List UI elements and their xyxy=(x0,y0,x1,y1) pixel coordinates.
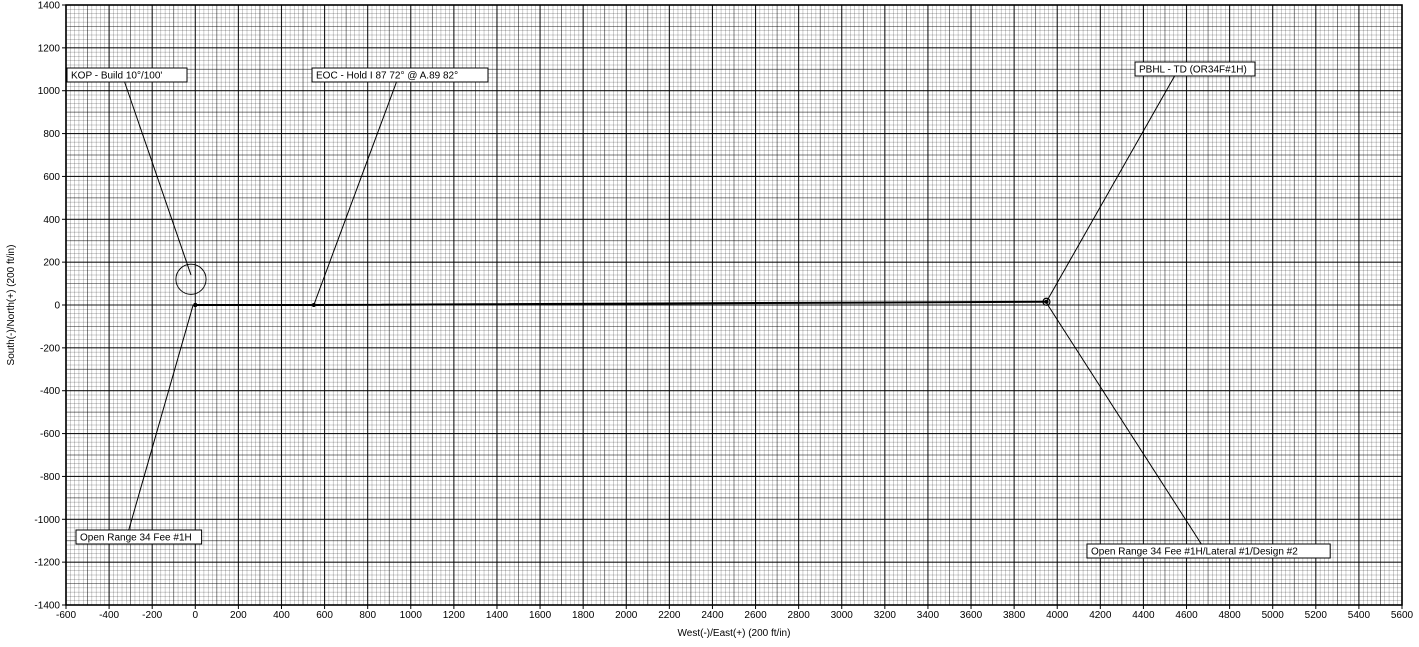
y-tick-label: -1400 xyxy=(34,601,60,612)
y-tick-label: -800 xyxy=(40,472,60,483)
annotations: KOP - Build 10°/100' EOC - Hold I 87 72° … xyxy=(66,61,1331,559)
annotation-leader xyxy=(128,304,194,531)
x-tick-label: 4800 xyxy=(1218,610,1241,621)
x-tick-label: 5000 xyxy=(1262,610,1285,621)
annotation-label: Open Range 34 Fee #1H xyxy=(80,533,192,544)
y-tick-label: -1200 xyxy=(34,558,60,569)
x-tick-label: 2000 xyxy=(615,610,638,621)
x-tick-label: 1800 xyxy=(572,610,595,621)
x-tick-label: 3600 xyxy=(960,610,983,621)
well-path-point xyxy=(193,303,198,307)
y-axis-title: South(-)/North(+) (200 ft/in) xyxy=(6,245,17,366)
x-tick-label: -400 xyxy=(99,610,119,621)
x-tick-label: 2200 xyxy=(658,610,681,621)
annotation-label: Open Range 34 Fee #1H/Lateral #1/Design … xyxy=(1091,547,1298,558)
x-tick-label: 800 xyxy=(359,610,376,621)
x-tick-label: 1000 xyxy=(400,610,423,621)
x-tick-label: 4600 xyxy=(1175,610,1198,621)
annotation-leader xyxy=(313,81,397,306)
y-tick-label: -600 xyxy=(40,429,60,440)
x-tick-label: 4200 xyxy=(1089,610,1112,621)
y-tick-label: 800 xyxy=(43,129,60,140)
x-tick-label: 2600 xyxy=(744,610,767,621)
x-tick-label: 1600 xyxy=(529,610,552,621)
x-tick-label: 600 xyxy=(316,610,333,621)
x-tick-label: -200 xyxy=(142,610,162,621)
annotation-box xyxy=(1086,543,1331,559)
y-tick-label: 1200 xyxy=(38,43,61,54)
x-tick-label: 5200 xyxy=(1305,610,1328,621)
y-tick-label: 1000 xyxy=(38,86,61,97)
y-tick-label: 200 xyxy=(43,258,60,269)
y-tick-label: 400 xyxy=(43,215,60,226)
annotation-label: KOP - Build 10°/100' xyxy=(71,71,162,82)
annotation-box xyxy=(66,67,188,83)
annotation-box xyxy=(75,529,203,545)
y-tick-label: -200 xyxy=(40,343,60,354)
annotation-label: PBHL - TD (OR34F#1H) xyxy=(1139,65,1247,76)
annotation-box xyxy=(311,67,489,83)
x-tick-label: 0 xyxy=(193,610,199,621)
x-tick-label: 5600 xyxy=(1391,610,1414,621)
target-circle xyxy=(175,263,207,295)
x-tick-label: 2400 xyxy=(701,610,724,621)
x-axis-title: West(-)/East(+) (200 ft/in) xyxy=(678,628,791,639)
x-tick-label: -600 xyxy=(56,610,76,621)
annotation-leader xyxy=(1046,75,1176,303)
x-tick-label: 4000 xyxy=(1046,610,1069,621)
x-tick-label: 200 xyxy=(230,610,247,621)
y-tick-label: 0 xyxy=(54,301,60,312)
y-tick-label: 600 xyxy=(43,172,60,183)
x-tick-label: 3400 xyxy=(917,610,940,621)
annotation-leader xyxy=(1046,302,1202,545)
axes: -600 -400 -200 0 200 400 600 800 1000 1200 1400 160… xyxy=(34,1,1413,622)
pbhl-marker xyxy=(1042,297,1051,306)
x-tick-label: 3200 xyxy=(874,610,897,621)
x-tick-label: 400 xyxy=(273,610,290,621)
annotation-label: EOC - Hold I 87 72° @ A.89 82° xyxy=(316,71,458,82)
x-tick-label: 3000 xyxy=(831,610,854,621)
y-tick-label: -1000 xyxy=(34,515,60,526)
annotation-box xyxy=(1134,61,1256,77)
annotation-leader xyxy=(124,81,192,276)
x-tick-label: 4400 xyxy=(1132,610,1155,621)
x-tick-label: 1200 xyxy=(443,610,466,621)
x-tick-label: 3800 xyxy=(1003,610,1026,621)
y-tick-label: 1400 xyxy=(38,1,61,12)
x-tick-label: 2800 xyxy=(788,610,811,621)
y-tick-label: -400 xyxy=(40,386,60,397)
x-tick-label: 5400 xyxy=(1348,610,1371,621)
x-tick-label: 1400 xyxy=(486,610,509,621)
